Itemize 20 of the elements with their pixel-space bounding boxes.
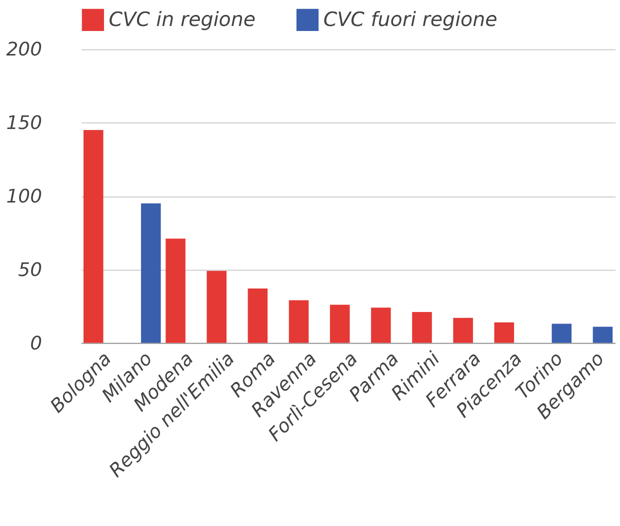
bar [592,326,613,343]
bar [84,130,104,343]
legend-label: CVC fuori regione [323,8,498,31]
bar [453,318,473,343]
legend-label: CVC in regione [108,8,256,31]
y-tick-label: 100 [6,186,42,208]
bar [552,324,572,343]
y-tick-label: 50 [18,260,42,281]
bar [494,322,514,343]
y-tick-label: 200 [6,40,42,61]
bar [206,270,227,343]
bar [141,203,161,343]
bar [412,312,432,343]
bar [248,288,268,343]
y-tick-label: 150 [6,113,42,134]
bar [166,238,186,343]
bar [371,308,391,343]
y-tick-label: 0 [30,333,42,354]
bar [288,300,309,343]
bar [330,304,350,343]
